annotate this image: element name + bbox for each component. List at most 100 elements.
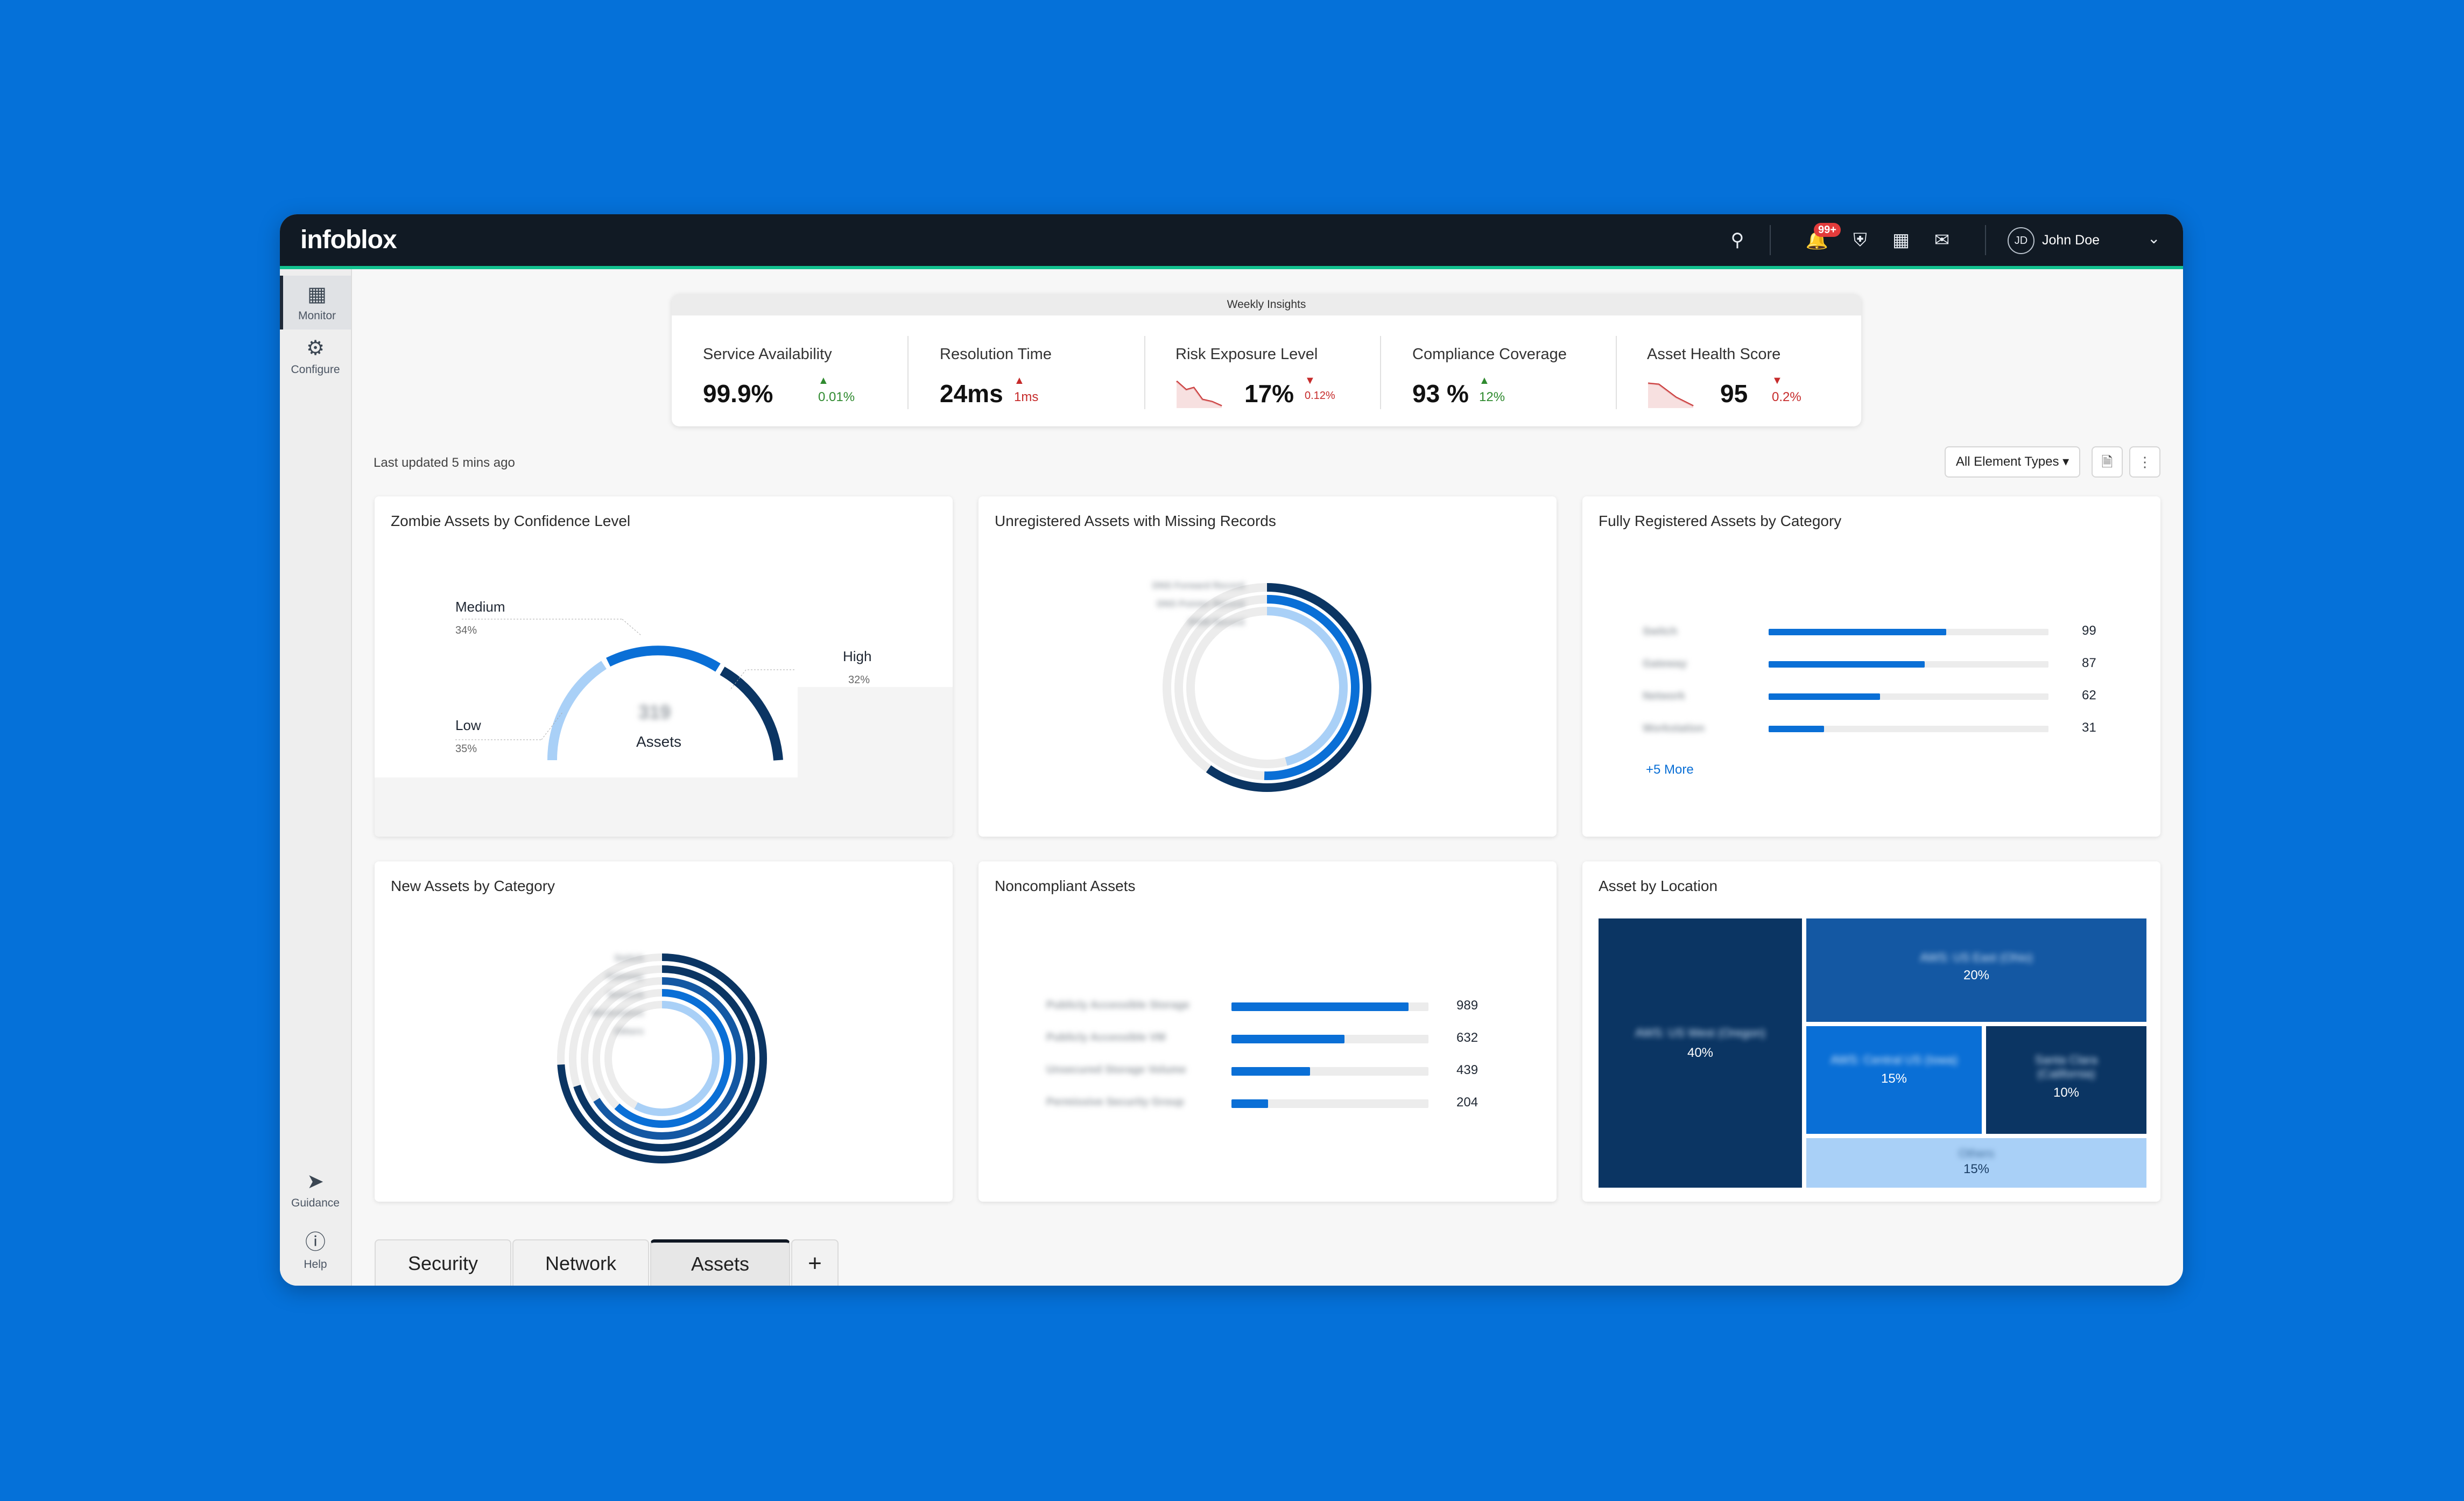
- shield-icon[interactable]: ⛨: [1853, 230, 1867, 250]
- treemap-cell[interactable]: Others 15%: [1806, 1138, 2146, 1188]
- trend-up-icon: ▲: [818, 375, 829, 387]
- sidebar-item-monitor[interactable]: ▦ Monitor: [280, 276, 351, 329]
- metric-delta: 1ms: [1014, 390, 1039, 404]
- cell-name: Others: [1958, 1147, 1995, 1160]
- bar-row[interactable]: Publicly Accessible VM 632: [978, 1030, 1557, 1053]
- bar-row[interactable]: Permissive Security Group 204: [978, 1095, 1557, 1118]
- metric-label: Compliance Coverage: [1412, 346, 1567, 363]
- tab-network[interactable]: Network: [512, 1239, 649, 1286]
- bar-value: 989: [1456, 998, 1479, 1013]
- element-type-filter[interactable]: All Element Types ▾: [1945, 446, 2080, 478]
- sidebar-item-help[interactable]: ⓘ Help: [280, 1225, 351, 1271]
- top-bar: infoblox ⚲ 🔔 99+ ⛨ ▦ ✉ JD John Doe ⌄: [280, 214, 2183, 269]
- metric-compliance-coverage[interactable]: Compliance Coverage 93 % ▲ 12%: [1412, 334, 1638, 415]
- bar-fill: [1231, 1099, 1268, 1108]
- sidebar-item-label: Monitor: [298, 310, 336, 322]
- legend-item: Switch: [614, 953, 644, 963]
- divider: [907, 336, 909, 409]
- metric-delta: 0.12%: [1305, 390, 1335, 402]
- chevron-down-icon[interactable]: ⌄: [2148, 230, 2160, 247]
- network-icon[interactable]: ▦: [1892, 230, 1910, 250]
- bar-fill: [1769, 726, 1824, 732]
- metric-label: Asset Health Score: [1647, 346, 1781, 363]
- metric-risk-exposure[interactable]: Risk Exposure Level 17% ▼ 0.12%: [1175, 334, 1402, 415]
- cell-name: AWS: US West (Oregon): [1635, 1026, 1766, 1040]
- ring-dns-forward: [1163, 583, 1371, 792]
- more-options-icon[interactable]: ⋮: [2129, 446, 2160, 478]
- risk-sparkline: [1176, 380, 1222, 408]
- ring-arc: [604, 1001, 720, 1116]
- metric-value: 93 %: [1412, 380, 1469, 408]
- gauge-center-label: Assets: [636, 733, 682, 750]
- card-title: Fully Registered Assets by Category: [1599, 513, 1842, 529]
- segment-pct-low: 35%: [455, 743, 477, 755]
- help-icon: ⓘ: [305, 1231, 326, 1254]
- cell-name: AWS: Central US (Iowa): [1830, 1053, 1958, 1067]
- card-noncompliant-assets: Noncompliant Assets Publicly Accessible …: [978, 861, 1557, 1202]
- treemap-cell[interactable]: AWS: US West (Oregon) 40%: [1599, 918, 1802, 1188]
- metric-resolution-time[interactable]: Resolution Time 24ms ▲ 1ms: [940, 334, 1166, 415]
- export-icon[interactable]: 🗎: [2092, 446, 2123, 478]
- cell-name: Santa Clara (California): [2034, 1053, 2098, 1081]
- add-tab-icon[interactable]: +: [791, 1239, 839, 1286]
- card-asset-by-location: Asset by Location AWS: US West (Oregon) …: [1582, 861, 2160, 1202]
- metric-service-availability[interactable]: Service Availability 99.9% ▲ 0.01%: [703, 334, 929, 415]
- brand-logo[interactable]: infoblox: [300, 226, 397, 254]
- bar-row[interactable]: Workstation 31: [1582, 720, 2160, 744]
- ring-arc: [581, 977, 743, 1140]
- show-more-link[interactable]: +5 More: [1646, 762, 1694, 777]
- sidebar-item-label: Guidance: [291, 1197, 340, 1209]
- metric-label: Resolution Time: [940, 346, 1052, 363]
- tab-assets[interactable]: Assets: [650, 1239, 790, 1286]
- cell-name: AWS: US East (Ohio): [1920, 951, 2033, 964]
- sidebar-item-label: Configure: [291, 363, 340, 376]
- bar-fill: [1769, 693, 1880, 700]
- card-title: Noncompliant Assets: [995, 878, 1136, 894]
- bar-row[interactable]: Switch 99: [1582, 623, 2160, 647]
- bar-row[interactable]: Network 62: [1582, 688, 2160, 712]
- card-zombie-assets: Zombie Assets by Confidence Level Medium…: [375, 496, 953, 837]
- health-sparkline: [1648, 382, 1694, 408]
- filter-label: All Element Types: [1955, 454, 2059, 469]
- metric-delta: 0.2%: [1772, 390, 1801, 404]
- cell-pct: 40%: [1687, 1046, 1714, 1060]
- divider: [1985, 225, 1986, 255]
- bar-label: Permissive Security Group: [1046, 1096, 1184, 1108]
- trend-down-icon: ▼: [1772, 375, 1783, 387]
- bar-row[interactable]: Unsecured Storage Volume 439: [978, 1063, 1557, 1085]
- signpost-icon: ➤: [307, 1170, 324, 1193]
- sidebar-item-configure[interactable]: ⚙ Configure: [280, 336, 351, 376]
- chat-icon[interactable]: ✉: [1934, 230, 1950, 250]
- legend-item: DNS Pointer Record: [1157, 599, 1244, 609]
- metric-asset-health[interactable]: Asset Health Score 95 ▼ 0.2%: [1647, 334, 1861, 415]
- sidebar-item-label: Help: [304, 1258, 327, 1271]
- bar-fill: [1231, 1067, 1310, 1076]
- ring-arc: [569, 965, 755, 1152]
- card-new-assets: New Assets by Category Switch Gateway Netw…: [375, 861, 953, 1202]
- avatar[interactable]: JD: [2008, 227, 2034, 254]
- search-icon[interactable]: ⚲: [1730, 230, 1744, 250]
- notification-badge: 99+: [1814, 223, 1841, 237]
- bar-fill: [1769, 661, 1925, 668]
- bar-label: Switch: [1643, 626, 1678, 637]
- metric-label: Service Availability: [703, 346, 832, 363]
- sidebar-item-guidance[interactable]: ➤ Guidance: [280, 1169, 351, 1210]
- treemap-cell[interactable]: Santa Clara (California) 10%: [1986, 1026, 2146, 1134]
- bar-label: Publicly Accessible VM: [1046, 1032, 1166, 1043]
- tab-security[interactable]: Security: [375, 1239, 511, 1286]
- bar-row[interactable]: Gateway 87: [1582, 656, 2160, 679]
- bar-label: Workstation: [1643, 723, 1705, 734]
- treemap-cell[interactable]: AWS: US East (Ohio) 20%: [1806, 918, 2146, 1022]
- bar-value: 439: [1456, 1063, 1479, 1077]
- trend-up-icon: ▲: [1479, 375, 1490, 387]
- cell-pct: 15%: [1881, 1071, 1907, 1086]
- divider: [1380, 336, 1381, 409]
- bar-value: 632: [1456, 1030, 1479, 1045]
- new-assets-radial-chart: [557, 953, 767, 1163]
- ring-arc: [557, 953, 767, 1163]
- treemap-cell[interactable]: AWS: Central US (Iowa) 15%: [1806, 1026, 1982, 1134]
- divider: [1770, 225, 1771, 255]
- bar-row[interactable]: Publicly Accessible Storage 989: [978, 998, 1557, 1021]
- user-name[interactable]: John Doe: [2042, 233, 2100, 248]
- metric-value: 99.9%: [703, 380, 773, 408]
